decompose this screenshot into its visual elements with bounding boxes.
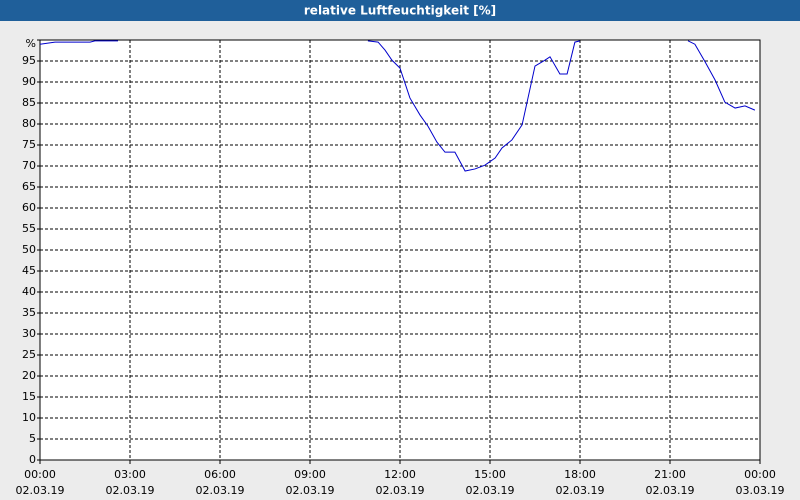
y-tick-label: 45 <box>22 264 36 277</box>
y-tick-label: 25 <box>22 348 36 361</box>
x-tick-label: 18:00 <box>564 468 596 481</box>
y-tick-label: 15 <box>22 390 36 403</box>
chart-title: relative Luftfeuchtigkeit [%] <box>304 4 496 18</box>
x-tick-label: 03:00 <box>114 468 146 481</box>
y-tick-label: 30 <box>22 327 36 340</box>
x-tick-date: 03.03.19 <box>736 484 785 497</box>
x-tick-label: 00:00 <box>24 468 56 481</box>
x-tick-label: 21:00 <box>654 468 686 481</box>
title-bar <box>0 0 800 21</box>
y-tick-label: 65 <box>22 180 36 193</box>
y-tick-label: 80 <box>22 117 36 130</box>
y-tick-label: 95 <box>22 54 36 67</box>
y-tick-label: 50 <box>22 243 36 256</box>
y-tick-label: 0 <box>29 453 36 466</box>
y-tick-label: 90 <box>22 75 36 88</box>
y-tick-label: 35 <box>22 306 36 319</box>
y-tick-label: % <box>26 37 36 50</box>
x-tick-date: 02.03.19 <box>376 484 425 497</box>
y-tick-label: 55 <box>22 222 36 235</box>
x-tick-date: 02.03.19 <box>16 484 65 497</box>
x-tick-label: 15:00 <box>474 468 506 481</box>
x-tick-label: 06:00 <box>204 468 236 481</box>
y-tick-label: 75 <box>22 138 36 151</box>
data-line <box>39 40 756 172</box>
y-tick-label: 10 <box>22 411 36 424</box>
x-tick-label: 00:00 <box>744 468 776 481</box>
x-tick-date: 02.03.19 <box>556 484 605 497</box>
x-tick-date: 02.03.19 <box>466 484 515 497</box>
y-tick-label: 40 <box>22 285 36 298</box>
y-tick-label: 70 <box>22 159 36 172</box>
y-tick-label: 5 <box>29 432 36 445</box>
y-tick-label: 85 <box>22 96 36 109</box>
x-tick-label: 12:00 <box>384 468 416 481</box>
x-tick-date: 02.03.19 <box>286 484 335 497</box>
y-tick-label: 60 <box>22 201 36 214</box>
x-tick-date: 02.03.19 <box>646 484 695 497</box>
x-tick-label: 09:00 <box>294 468 326 481</box>
y-tick-label: 20 <box>22 369 36 382</box>
x-tick-date: 02.03.19 <box>106 484 155 497</box>
x-tick-date: 02.03.19 <box>196 484 245 497</box>
